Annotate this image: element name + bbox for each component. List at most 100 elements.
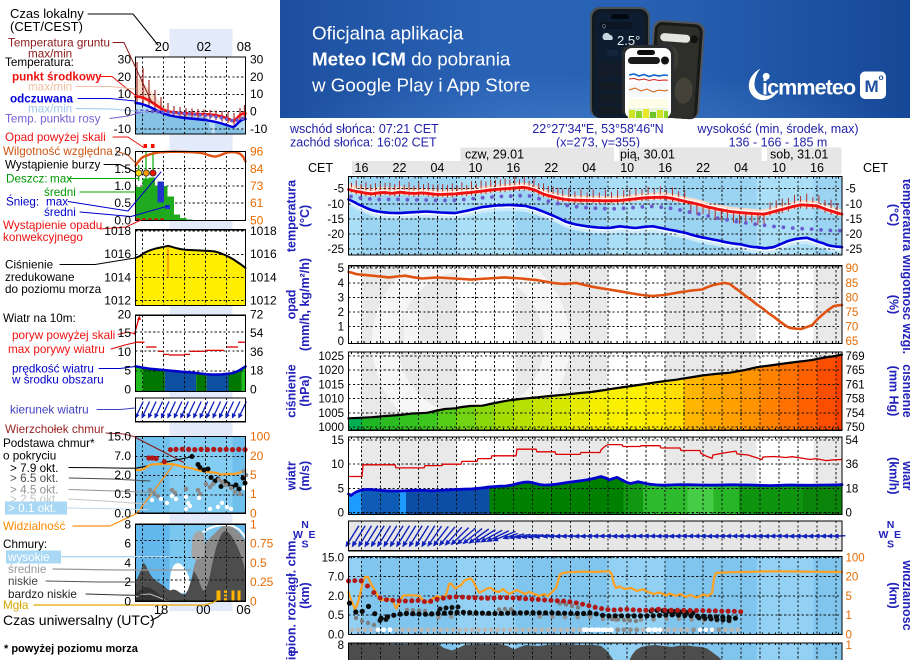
svg-text:0: 0	[124, 105, 131, 119]
svg-text:Śnieg:: Śnieg:	[6, 196, 39, 209]
svg-text:2: 2	[338, 307, 344, 319]
svg-text:758: 758	[846, 394, 865, 406]
svg-text:średni: średni	[44, 206, 76, 219]
svg-text:w Google Play i App Store: w Google Play i App Store	[311, 75, 530, 96]
svg-text:72: 72	[250, 308, 264, 322]
svg-text:icmmeteo: icmmeteo	[762, 76, 856, 100]
svg-text:1000: 1000	[318, 422, 344, 434]
svg-text:73: 73	[250, 179, 264, 193]
svg-text:5: 5	[338, 483, 344, 495]
svg-text:CET: CET	[863, 161, 888, 175]
svg-text:(mm/h, kg/m²/h): (mm/h, kg/m²/h)	[298, 258, 312, 351]
svg-text:0: 0	[338, 508, 344, 520]
svg-text:0.75: 0.75	[250, 537, 274, 551]
svg-text:(hPa): (hPa)	[298, 375, 312, 406]
svg-text:1: 1	[250, 487, 257, 501]
svg-text:36: 36	[846, 459, 859, 471]
svg-text:4: 4	[124, 556, 131, 570]
svg-text:(°C): (°C)	[887, 204, 901, 226]
svg-text:2.0: 2.0	[114, 468, 131, 482]
svg-text:8: 8	[338, 640, 344, 652]
svg-text:> 0.1 okt.: > 0.1 okt.	[8, 502, 56, 515]
svg-text:8: 8	[124, 517, 131, 531]
svg-text:1025: 1025	[318, 351, 344, 363]
svg-text:1018: 1018	[250, 224, 277, 238]
svg-text:1: 1	[846, 610, 852, 622]
svg-text:6: 6	[124, 537, 131, 551]
svg-text:Deszcz:: Deszcz:	[6, 173, 48, 186]
svg-text:opad: opad	[285, 290, 299, 320]
svg-text:5: 5	[250, 468, 257, 482]
svg-text:(°C): (°C)	[298, 205, 312, 227]
svg-text:20: 20	[250, 449, 264, 463]
svg-text:temperatura: temperatura	[900, 179, 910, 252]
svg-text:750: 750	[846, 422, 865, 434]
svg-text:Ciśnienie: Ciśnienie	[5, 259, 53, 272]
svg-text:-25: -25	[327, 244, 344, 256]
svg-text:04: 04	[430, 161, 444, 175]
svg-text:0.5: 0.5	[250, 556, 267, 570]
svg-text:15: 15	[331, 435, 344, 447]
svg-text:(m/s): (m/s)	[298, 461, 312, 491]
svg-text:E: E	[894, 529, 901, 541]
svg-text:1016: 1016	[104, 247, 131, 261]
svg-text:Meteo ICM do pobrania: Meteo ICM do pobrania	[312, 49, 511, 70]
svg-text:0: 0	[250, 594, 257, 608]
svg-text:754: 754	[846, 408, 866, 420]
svg-text:96: 96	[250, 145, 264, 159]
svg-text:0: 0	[846, 508, 852, 520]
svg-text:(CET/CEST): (CET/CEST)	[10, 19, 83, 34]
svg-text:pią, 30.01: pią, 30.01	[620, 148, 675, 162]
svg-text:2.0: 2.0	[328, 591, 344, 603]
svg-text:Wystąpienie burzy: Wystąpienie burzy	[5, 159, 101, 172]
svg-text:0: 0	[250, 382, 257, 396]
svg-text:20: 20	[118, 70, 132, 84]
svg-text:10: 10	[468, 161, 482, 175]
svg-text:10: 10	[620, 161, 634, 175]
svg-text:Temperatura:: Temperatura:	[5, 56, 74, 69]
svg-text:5: 5	[338, 263, 344, 275]
svg-text:max porywy wiatru: max porywy wiatru	[8, 343, 105, 356]
svg-text:Chmury:: Chmury:	[3, 538, 47, 551]
svg-text:do poziomu morza: do poziomu morza	[5, 283, 102, 296]
svg-text:1005: 1005	[318, 408, 344, 420]
svg-text:Wilgotność względna: Wilgotność względna	[3, 145, 113, 158]
svg-text:-10: -10	[327, 199, 344, 211]
svg-text:20: 20	[846, 572, 859, 584]
svg-text:20: 20	[250, 70, 264, 84]
svg-text:2: 2	[124, 575, 131, 589]
svg-text:-15: -15	[846, 214, 863, 226]
svg-text:kierunek wiatru: kierunek wiatru	[10, 404, 89, 417]
svg-text:61: 61	[250, 196, 264, 210]
svg-text:-5: -5	[334, 184, 344, 196]
svg-text:15.0: 15.0	[108, 430, 132, 444]
svg-text:o pokryciu: o pokryciu	[3, 450, 56, 463]
svg-text:(km): (km)	[887, 582, 901, 608]
svg-text:769: 769	[846, 351, 865, 363]
svg-text:-15: -15	[327, 214, 344, 226]
svg-text:Czas uniwersalny (UTC): Czas uniwersalny (UTC)	[3, 612, 155, 628]
svg-text:100: 100	[250, 430, 270, 444]
svg-text:18: 18	[846, 483, 859, 495]
svg-text:20: 20	[155, 39, 169, 54]
svg-text:Temp. punktu rosy: Temp. punktu rosy	[5, 113, 101, 126]
svg-text:Wiatr na 10m:: Wiatr na 10m:	[3, 312, 76, 325]
svg-text:7.0: 7.0	[328, 572, 344, 584]
svg-text:20: 20	[118, 308, 132, 322]
svg-text:Mgła: Mgła	[3, 599, 29, 612]
svg-text:konwekcyjnego: konwekcyjnego	[3, 231, 83, 244]
svg-text:E: E	[308, 529, 315, 541]
svg-text:84: 84	[250, 162, 264, 176]
svg-text:Opad powyżej skali: Opad powyżej skali	[5, 131, 106, 144]
svg-text:wilgotność wzgl.: wilgotność wzgl.	[900, 254, 910, 354]
svg-text:75: 75	[846, 307, 859, 319]
svg-text:zachmurzenie: zachmurzenie	[285, 650, 299, 660]
svg-text:-10: -10	[846, 199, 863, 211]
svg-text:0: 0	[124, 594, 131, 608]
svg-text:(km/h): (km/h)	[887, 457, 901, 495]
svg-text:Wierzchołek chmur: Wierzchołek chmur	[5, 423, 104, 436]
svg-text:(%): (%)	[887, 295, 901, 314]
svg-text:04: 04	[582, 161, 596, 175]
svg-text:100: 100	[846, 552, 865, 564]
svg-text:temperatura: temperatura	[285, 179, 299, 252]
